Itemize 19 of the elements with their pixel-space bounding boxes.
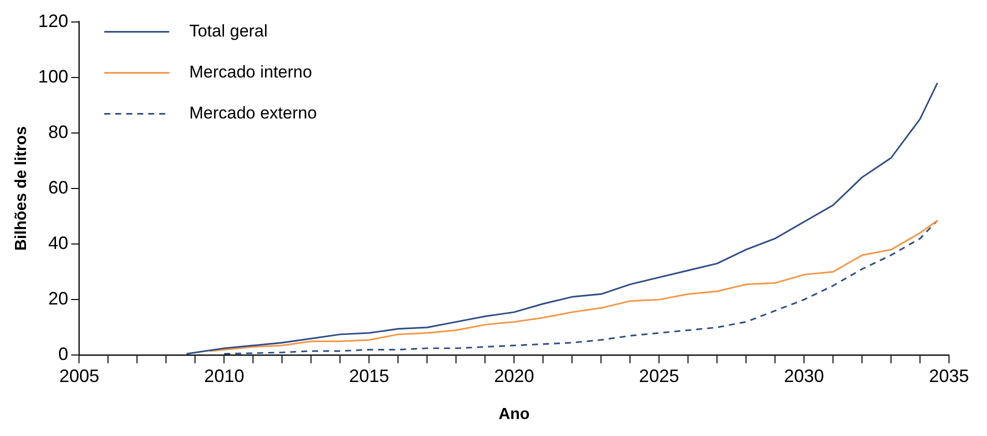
y-tick-label: 40 (48, 233, 68, 254)
x-tick-label: 2035 (928, 366, 970, 386)
x-tick-label: 2025 (639, 366, 680, 386)
x-tick-label: 2005 (59, 366, 100, 386)
y-tick-label: 0 (58, 344, 68, 364)
y-tick-label: 80 (48, 122, 68, 142)
legend-label: Mercado interno (189, 62, 312, 82)
x-axis-title: Ano (498, 406, 530, 423)
x-tick-label: 2015 (349, 366, 390, 386)
x-tick-label: 2010 (204, 366, 244, 386)
y-tick-label: 120 (38, 10, 68, 31)
x-tick-label: 2020 (494, 366, 534, 386)
legend-label: Total geral (189, 21, 268, 40)
y-tick-label: 60 (48, 177, 68, 198)
y-tick-label: 100 (38, 66, 68, 86)
y-tick-label: 20 (48, 288, 68, 309)
legend-label: Mercado externo (189, 103, 317, 122)
y-axis-title: Bilhões de litros (13, 126, 30, 251)
x-tick-label: 2030 (784, 366, 824, 386)
